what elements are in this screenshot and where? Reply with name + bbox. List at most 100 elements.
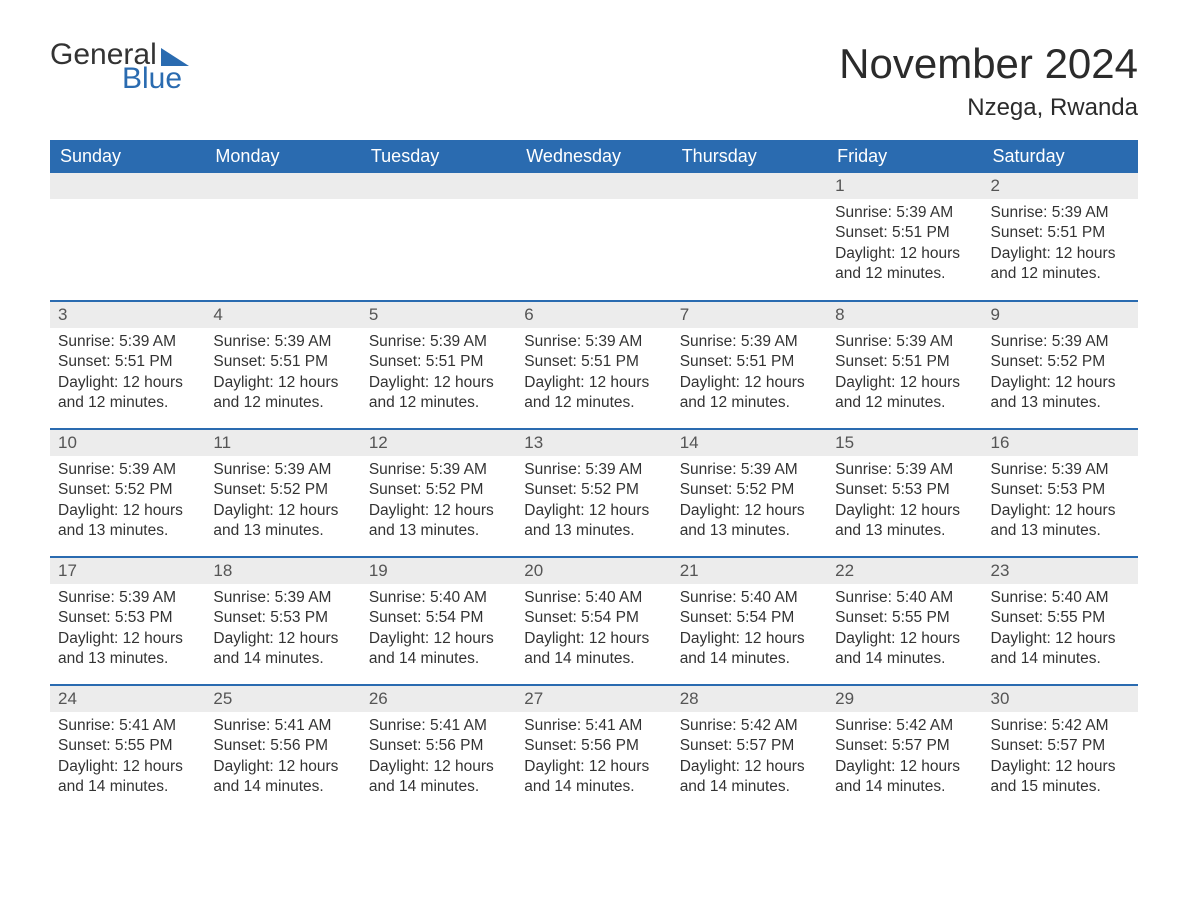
weekday-header: Sunday xyxy=(50,140,205,173)
day-details: Sunrise: 5:39 AMSunset: 5:51 PMDaylight:… xyxy=(827,328,982,422)
day-details: Sunrise: 5:41 AMSunset: 5:55 PMDaylight:… xyxy=(50,712,205,806)
day-number-bar xyxy=(205,173,360,199)
calendar-day-cell: 25Sunrise: 5:41 AMSunset: 5:56 PMDayligh… xyxy=(205,685,360,813)
calendar-day-cell: 24Sunrise: 5:41 AMSunset: 5:55 PMDayligh… xyxy=(50,685,205,813)
day-details: Sunrise: 5:42 AMSunset: 5:57 PMDaylight:… xyxy=(827,712,982,806)
day-number-bar xyxy=(516,173,671,199)
calendar-day-cell: 26Sunrise: 5:41 AMSunset: 5:56 PMDayligh… xyxy=(361,685,516,813)
calendar-day-cell: 28Sunrise: 5:42 AMSunset: 5:57 PMDayligh… xyxy=(672,685,827,813)
location-subtitle: Nzega, Rwanda xyxy=(839,94,1138,122)
weekday-header: Saturday xyxy=(983,140,1138,173)
day-number-bar: 9 xyxy=(983,302,1138,328)
day-number-bar: 29 xyxy=(827,686,982,712)
day-details: Sunrise: 5:39 AMSunset: 5:53 PMDaylight:… xyxy=(827,456,982,550)
calendar-day-cell: 8Sunrise: 5:39 AMSunset: 5:51 PMDaylight… xyxy=(827,301,982,429)
calendar-day-cell: 12Sunrise: 5:39 AMSunset: 5:52 PMDayligh… xyxy=(361,429,516,557)
day-details: Sunrise: 5:39 AMSunset: 5:51 PMDaylight:… xyxy=(516,328,671,422)
day-details: Sunrise: 5:40 AMSunset: 5:55 PMDaylight:… xyxy=(983,584,1138,678)
calendar-day-cell: 17Sunrise: 5:39 AMSunset: 5:53 PMDayligh… xyxy=(50,557,205,685)
day-number-bar: 13 xyxy=(516,430,671,456)
calendar-day-cell: 2Sunrise: 5:39 AMSunset: 5:51 PMDaylight… xyxy=(983,173,1138,301)
weekday-header: Friday xyxy=(827,140,982,173)
calendar-day-cell: 22Sunrise: 5:40 AMSunset: 5:55 PMDayligh… xyxy=(827,557,982,685)
logo-text-blue: Blue xyxy=(122,64,189,94)
day-number-bar: 7 xyxy=(672,302,827,328)
month-title: November 2024 xyxy=(839,40,1138,88)
day-details: Sunrise: 5:39 AMSunset: 5:52 PMDaylight:… xyxy=(672,456,827,550)
calendar-day-cell xyxy=(516,173,671,301)
calendar-day-cell: 4Sunrise: 5:39 AMSunset: 5:51 PMDaylight… xyxy=(205,301,360,429)
calendar-week-row: 24Sunrise: 5:41 AMSunset: 5:55 PMDayligh… xyxy=(50,685,1138,813)
weekday-header-row: Sunday Monday Tuesday Wednesday Thursday… xyxy=(50,140,1138,173)
day-number-bar: 30 xyxy=(983,686,1138,712)
calendar-day-cell: 23Sunrise: 5:40 AMSunset: 5:55 PMDayligh… xyxy=(983,557,1138,685)
day-number-bar: 6 xyxy=(516,302,671,328)
day-number-bar: 14 xyxy=(672,430,827,456)
weekday-header: Wednesday xyxy=(516,140,671,173)
day-details: Sunrise: 5:39 AMSunset: 5:51 PMDaylight:… xyxy=(983,199,1138,293)
day-number-bar xyxy=(50,173,205,199)
day-number-bar: 8 xyxy=(827,302,982,328)
calendar-day-cell: 21Sunrise: 5:40 AMSunset: 5:54 PMDayligh… xyxy=(672,557,827,685)
day-number-bar: 11 xyxy=(205,430,360,456)
calendar-day-cell xyxy=(50,173,205,301)
day-details: Sunrise: 5:40 AMSunset: 5:55 PMDaylight:… xyxy=(827,584,982,678)
day-number-bar: 24 xyxy=(50,686,205,712)
day-details: Sunrise: 5:39 AMSunset: 5:52 PMDaylight:… xyxy=(983,328,1138,422)
calendar-day-cell: 7Sunrise: 5:39 AMSunset: 5:51 PMDaylight… xyxy=(672,301,827,429)
calendar-day-cell: 16Sunrise: 5:39 AMSunset: 5:53 PMDayligh… xyxy=(983,429,1138,557)
calendar-day-cell xyxy=(205,173,360,301)
title-block: November 2024 Nzega, Rwanda xyxy=(839,40,1138,122)
calendar-day-cell: 20Sunrise: 5:40 AMSunset: 5:54 PMDayligh… xyxy=(516,557,671,685)
day-details: Sunrise: 5:42 AMSunset: 5:57 PMDaylight:… xyxy=(983,712,1138,806)
day-details: Sunrise: 5:40 AMSunset: 5:54 PMDaylight:… xyxy=(516,584,671,678)
day-number-bar xyxy=(672,173,827,199)
day-details: Sunrise: 5:39 AMSunset: 5:52 PMDaylight:… xyxy=(516,456,671,550)
day-number-bar: 28 xyxy=(672,686,827,712)
calendar-day-cell: 6Sunrise: 5:39 AMSunset: 5:51 PMDaylight… xyxy=(516,301,671,429)
calendar-day-cell: 1Sunrise: 5:39 AMSunset: 5:51 PMDaylight… xyxy=(827,173,982,301)
day-details: Sunrise: 5:39 AMSunset: 5:53 PMDaylight:… xyxy=(205,584,360,678)
day-number-bar: 20 xyxy=(516,558,671,584)
weekday-header: Thursday xyxy=(672,140,827,173)
day-number-bar: 22 xyxy=(827,558,982,584)
page-header: General Blue November 2024 Nzega, Rwanda xyxy=(50,40,1138,122)
day-details: Sunrise: 5:41 AMSunset: 5:56 PMDaylight:… xyxy=(361,712,516,806)
day-number-bar: 25 xyxy=(205,686,360,712)
calendar-day-cell: 10Sunrise: 5:39 AMSunset: 5:52 PMDayligh… xyxy=(50,429,205,557)
day-details: Sunrise: 5:40 AMSunset: 5:54 PMDaylight:… xyxy=(672,584,827,678)
day-number-bar: 2 xyxy=(983,173,1138,199)
day-details: Sunrise: 5:39 AMSunset: 5:53 PMDaylight:… xyxy=(983,456,1138,550)
calendar-day-cell xyxy=(672,173,827,301)
day-details: Sunrise: 5:39 AMSunset: 5:51 PMDaylight:… xyxy=(50,328,205,422)
day-number-bar: 4 xyxy=(205,302,360,328)
day-number-bar: 23 xyxy=(983,558,1138,584)
day-details: Sunrise: 5:39 AMSunset: 5:52 PMDaylight:… xyxy=(205,456,360,550)
weekday-header: Tuesday xyxy=(361,140,516,173)
day-details: Sunrise: 5:40 AMSunset: 5:54 PMDaylight:… xyxy=(361,584,516,678)
day-details: Sunrise: 5:39 AMSunset: 5:51 PMDaylight:… xyxy=(361,328,516,422)
day-number-bar: 27 xyxy=(516,686,671,712)
calendar-week-row: 17Sunrise: 5:39 AMSunset: 5:53 PMDayligh… xyxy=(50,557,1138,685)
calendar-day-cell: 19Sunrise: 5:40 AMSunset: 5:54 PMDayligh… xyxy=(361,557,516,685)
day-number-bar: 10 xyxy=(50,430,205,456)
weekday-header: Monday xyxy=(205,140,360,173)
calendar-day-cell: 14Sunrise: 5:39 AMSunset: 5:52 PMDayligh… xyxy=(672,429,827,557)
calendar-week-row: 1Sunrise: 5:39 AMSunset: 5:51 PMDaylight… xyxy=(50,173,1138,301)
calendar-table: Sunday Monday Tuesday Wednesday Thursday… xyxy=(50,140,1138,813)
calendar-day-cell: 5Sunrise: 5:39 AMSunset: 5:51 PMDaylight… xyxy=(361,301,516,429)
day-details: Sunrise: 5:41 AMSunset: 5:56 PMDaylight:… xyxy=(205,712,360,806)
calendar-day-cell: 11Sunrise: 5:39 AMSunset: 5:52 PMDayligh… xyxy=(205,429,360,557)
day-details: Sunrise: 5:41 AMSunset: 5:56 PMDaylight:… xyxy=(516,712,671,806)
day-details: Sunrise: 5:39 AMSunset: 5:51 PMDaylight:… xyxy=(672,328,827,422)
day-number-bar xyxy=(361,173,516,199)
calendar-day-cell: 27Sunrise: 5:41 AMSunset: 5:56 PMDayligh… xyxy=(516,685,671,813)
calendar-week-row: 10Sunrise: 5:39 AMSunset: 5:52 PMDayligh… xyxy=(50,429,1138,557)
calendar-day-cell: 18Sunrise: 5:39 AMSunset: 5:53 PMDayligh… xyxy=(205,557,360,685)
calendar-day-cell: 30Sunrise: 5:42 AMSunset: 5:57 PMDayligh… xyxy=(983,685,1138,813)
day-number-bar: 15 xyxy=(827,430,982,456)
day-details: Sunrise: 5:39 AMSunset: 5:53 PMDaylight:… xyxy=(50,584,205,678)
calendar-week-row: 3Sunrise: 5:39 AMSunset: 5:51 PMDaylight… xyxy=(50,301,1138,429)
day-number-bar: 17 xyxy=(50,558,205,584)
day-details: Sunrise: 5:42 AMSunset: 5:57 PMDaylight:… xyxy=(672,712,827,806)
